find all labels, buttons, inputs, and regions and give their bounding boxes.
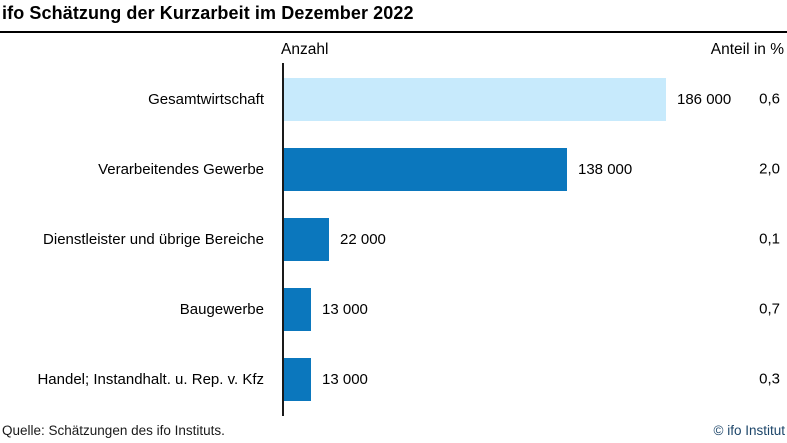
share-label: 0,3 [759, 370, 780, 388]
category-label: Gesamtwirtschaft [148, 90, 264, 108]
bar-area: 186 000 [284, 77, 732, 121]
value-bar [284, 77, 666, 121]
value-label: 22 000 [340, 230, 386, 248]
value-label: 13 000 [322, 300, 368, 318]
title-divider [0, 31, 787, 33]
chart-row-dienstleister: Dienstleister und übrige Bereiche 22 000… [0, 204, 787, 274]
chart-row-handel: Handel; Instandhalt. u. Rep. v. Kfz 13 0… [0, 344, 787, 414]
value-label: 138 000 [578, 160, 633, 178]
value-bar [284, 217, 329, 261]
bar-area: 22 000 [284, 217, 386, 261]
bar-area: 13 000 [284, 357, 368, 401]
category-label: Verarbeitendes Gewerbe [98, 160, 264, 178]
chart-row-verarbeitendes-gewerbe: Verarbeitendes Gewerbe 138 000 2,0 [0, 134, 787, 204]
category-label: Handel; Instandhalt. u. Rep. v. Kfz [37, 370, 264, 388]
y-axis-line [282, 63, 284, 416]
page-title: ifo Schätzung der Kurzarbeit im Dezember… [2, 3, 414, 23]
category-label: Baugewerbe [179, 300, 264, 318]
value-label: 13 000 [322, 370, 368, 388]
chart-rows: Gesamtwirtschaft 186 000 0,6 Verarbeiten… [0, 64, 787, 414]
category-label: Dienstleister und übrige Bereiche [43, 230, 264, 248]
bar-area: 138 000 [284, 147, 633, 191]
value-bar [284, 147, 567, 191]
share-label: 0,6 [759, 90, 780, 108]
column-header-anteil: Anteil in % [710, 41, 784, 58]
copyright: © ifo Institut [713, 423, 785, 438]
value-bar [284, 287, 311, 331]
value-label: 186 000 [677, 90, 732, 108]
chart-row-gesamtwirtschaft: Gesamtwirtschaft 186 000 0,6 [0, 64, 787, 134]
share-label: 0,1 [759, 230, 780, 248]
chart-row-baugewerbe: Baugewerbe 13 000 0,7 [0, 274, 787, 344]
column-header-anzahl: Anzahl [281, 41, 329, 58]
source-note: Quelle: Schätzungen des ifo Instituts. [2, 423, 225, 438]
share-label: 0,7 [759, 300, 780, 318]
value-bar [284, 357, 311, 401]
bar-area: 13 000 [284, 287, 368, 331]
share-label: 2,0 [759, 160, 780, 178]
